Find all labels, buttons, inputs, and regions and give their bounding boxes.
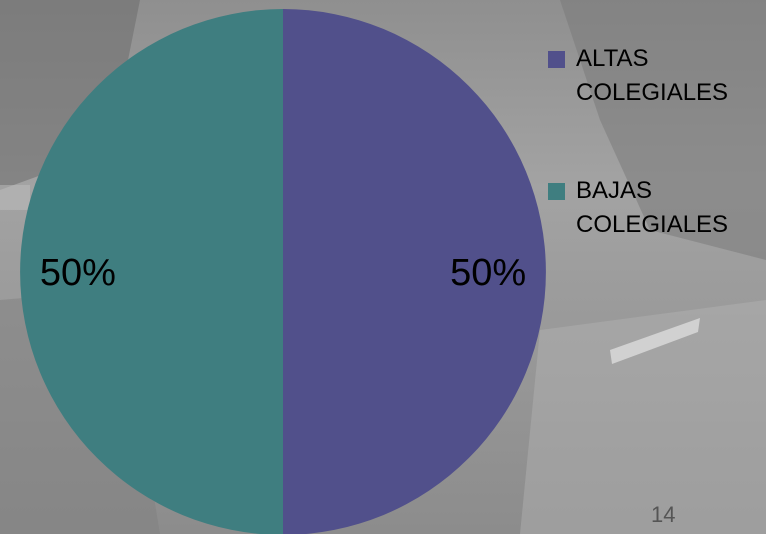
legend-swatch-altas (548, 51, 565, 68)
page-number: 14 (651, 502, 676, 527)
pie-label-altas-colegiales: 50% (450, 252, 526, 294)
pie-label-bajas-colegiales: 50% (40, 252, 116, 294)
legend-label-bajas: BAJAS COLEGIALES (576, 177, 729, 238)
pie-slice-altas-colegiales (283, 9, 546, 534)
legend-swatch-bajas (548, 183, 565, 200)
pie-slice-bajas-colegiales (20, 9, 283, 534)
legend-label-altas: ALTAS COLEGIALES (576, 45, 729, 106)
